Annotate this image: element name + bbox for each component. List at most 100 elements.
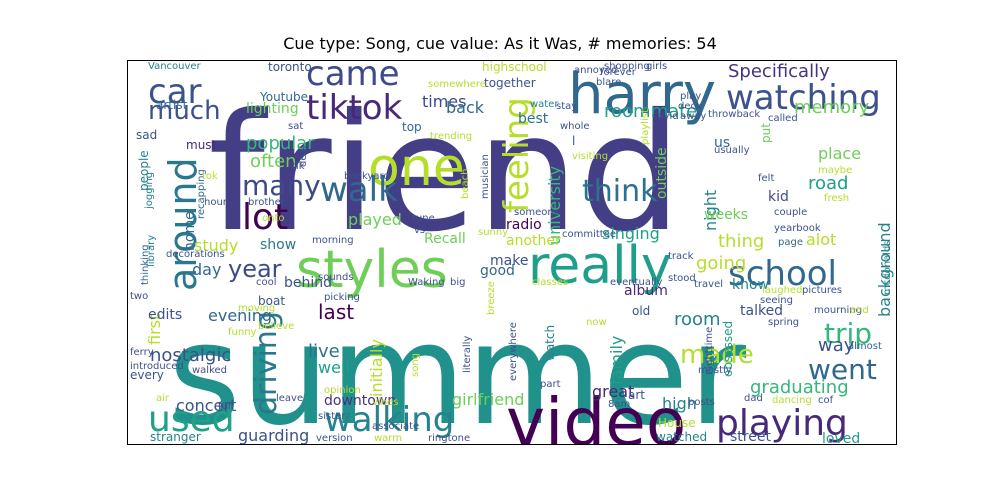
- word-whole: whole: [560, 121, 590, 132]
- word-summer: summer: [168, 294, 747, 445]
- word-way: way: [818, 335, 855, 356]
- word-art: art: [628, 388, 645, 402]
- word-back: back: [446, 98, 485, 117]
- word-top: top: [402, 120, 422, 134]
- word-really: really: [528, 236, 672, 296]
- word-opinion: opinion: [324, 385, 361, 396]
- word-couple: couple: [774, 207, 807, 218]
- word-specifically: Specifically: [728, 61, 830, 82]
- word-tiktok: tiktok: [306, 88, 403, 128]
- word-warm: warm: [374, 433, 402, 444]
- word-big: big: [450, 277, 465, 288]
- word-cool: cool: [256, 277, 277, 288]
- word-posts: posts: [688, 397, 715, 408]
- word-going: going: [696, 253, 746, 274]
- word-trip: trip: [824, 317, 872, 350]
- word-part: part: [540, 379, 561, 390]
- word-dancing: dancing: [772, 395, 812, 406]
- chart-title: Cue type: Song, cue value: As it Was, # …: [283, 34, 717, 53]
- word-artist: artist: [156, 98, 188, 112]
- word-came: came: [306, 61, 400, 94]
- word-around: around: [161, 157, 205, 291]
- word-high: high: [662, 394, 697, 413]
- word-roommate: roommate: [604, 101, 697, 122]
- word-street: street: [730, 429, 771, 445]
- word-yearbook: yearbook: [774, 223, 821, 234]
- word-best: best: [518, 111, 549, 127]
- word-video: video: [506, 384, 686, 445]
- word-cloud: friend summer harry video styles really one tik…: [130, 61, 894, 445]
- word-musician: musician: [480, 154, 491, 199]
- word-page: page: [778, 237, 803, 248]
- word-highschool: highschool: [482, 61, 547, 74]
- word-waking: Waking: [408, 277, 445, 288]
- word-sat: sat: [288, 121, 303, 132]
- word-school: school: [728, 254, 837, 294]
- word-guarding: guarding: [238, 426, 309, 445]
- word-old: old: [632, 304, 650, 318]
- word-watched: watched: [656, 430, 707, 444]
- word-l: l: [572, 134, 575, 148]
- word-fresh: fresh: [824, 193, 849, 204]
- word-weeks: weeks: [704, 207, 748, 223]
- word-nighttime: nighttime: [704, 327, 715, 375]
- word-annoyed: annoyed: [574, 65, 617, 76]
- word-pictures: pictures: [802, 285, 842, 296]
- word-home: home: [182, 211, 198, 251]
- word-album: album: [624, 283, 668, 299]
- word-fun: fun: [218, 401, 234, 412]
- word-laughed: laughed: [762, 285, 802, 296]
- word-stay: stay: [556, 101, 577, 112]
- word-classes: classes: [532, 277, 568, 288]
- word-breeze: breeze: [486, 281, 497, 315]
- word-edits: edits: [148, 307, 182, 323]
- word-great: great: [592, 382, 634, 401]
- word-now: now: [586, 317, 607, 328]
- word-kid: kid: [768, 189, 789, 205]
- word-played: played: [348, 210, 402, 229]
- word-recall: Recall: [424, 231, 466, 247]
- word-almost: almost: [848, 341, 882, 352]
- word-girlfriend: girlfriend: [452, 390, 524, 409]
- word-styles: styles: [296, 240, 448, 300]
- word-made: made: [680, 340, 754, 370]
- word-friend: friend: [208, 80, 682, 268]
- word-mcdonalds: mcdonalds: [882, 240, 893, 295]
- word-sister: sister: [318, 411, 346, 422]
- word-day: day: [192, 260, 221, 279]
- word-behind: behind: [284, 275, 332, 291]
- word-us: us: [714, 135, 730, 151]
- word-track: track: [668, 251, 694, 262]
- word-recapping: recapping: [196, 169, 207, 219]
- word-people: people: [137, 150, 151, 191]
- word-toronto: toronto: [268, 61, 312, 74]
- word-eventually: eventually: [610, 277, 663, 288]
- word-another: another: [506, 233, 561, 249]
- word-last: last: [318, 300, 354, 324]
- word-concert: concert: [176, 396, 236, 415]
- word-jogging: jogging: [144, 172, 155, 210]
- word-singing: singing: [602, 224, 660, 243]
- word-song: song: [410, 353, 421, 377]
- word-thinking: thinking: [140, 244, 151, 285]
- word-funny: funny: [228, 327, 257, 338]
- word-deck: deck: [678, 101, 702, 112]
- word-boat: boat: [258, 294, 285, 308]
- word-graduating: graduating: [750, 377, 849, 398]
- word-outside: outside: [654, 147, 670, 199]
- word-brother: brother: [248, 197, 286, 208]
- word-committee: committee: [562, 229, 616, 240]
- word-feeling: feeling: [497, 97, 537, 213]
- word-hour: hour: [204, 197, 228, 208]
- word-leave: leave: [276, 393, 303, 404]
- word-night: night: [701, 190, 720, 231]
- word-sounds: sounds: [318, 272, 354, 283]
- word-together: together: [484, 76, 536, 90]
- word-two: two: [130, 291, 148, 302]
- word-popular: popular: [246, 133, 315, 154]
- word-good: good: [480, 263, 515, 279]
- word-beach: beach: [460, 169, 471, 199]
- word-vibes: vibes: [372, 397, 398, 408]
- word-stood: stood: [668, 273, 696, 284]
- word-room: room: [674, 309, 721, 330]
